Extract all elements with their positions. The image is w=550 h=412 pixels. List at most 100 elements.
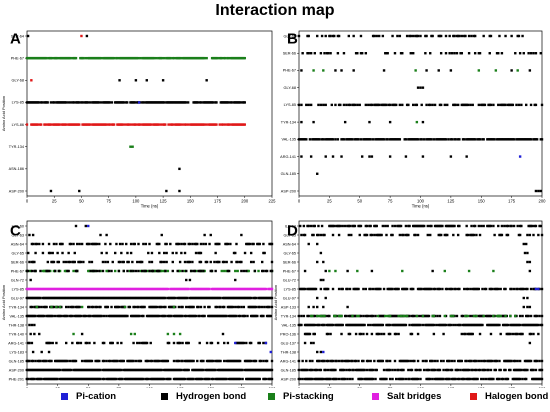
point-hydrogen-bond: [45, 296, 48, 300]
x-tick-label: 25: [327, 387, 332, 389]
point-hydrogen-bond: [197, 314, 200, 318]
point-hydrogen-bond: [498, 323, 501, 327]
point-hydrogen-bond: [98, 377, 101, 381]
point-hydrogen-bond: [385, 377, 388, 381]
point-hydrogen-bond: [305, 377, 308, 381]
point-hydrogen-bond: [188, 314, 192, 318]
y-tick-label: GLY-68: [284, 86, 296, 90]
point-hydrogen-bond: [414, 323, 417, 327]
point-hydrogen-bond: [460, 314, 464, 318]
point-hydrogen-bond: [369, 359, 372, 363]
point-hydrogen-bond: [177, 296, 181, 300]
point-hydrogen-bond: [529, 332, 533, 336]
point-hydrogen-bond: [325, 323, 329, 327]
point-salt-bridges: [224, 287, 227, 291]
point-hydrogen-bond: [488, 138, 491, 141]
point-hydrogen-bond: [348, 377, 352, 381]
point-hydrogen-bond: [347, 233, 351, 237]
point-hydrogen-bond: [49, 101, 53, 104]
point-hydrogen-bond: [308, 323, 312, 327]
point-hydrogen-bond: [208, 314, 211, 318]
point-hydrogen-bond: [466, 233, 470, 237]
point-hydrogen-bond: [320, 224, 324, 228]
point-hydrogen-bond: [387, 368, 391, 372]
point-hydrogen-bond: [126, 260, 129, 264]
point-hydrogen-bond: [301, 287, 304, 291]
point-hydrogen-bond: [215, 305, 219, 309]
point-hydrogen-bond: [95, 368, 99, 372]
point-hydrogen-bond: [408, 377, 411, 381]
point-hydrogen-bond: [420, 314, 423, 318]
point-hydrogen-bond: [514, 368, 517, 372]
point-hydrogen-bond: [529, 52, 533, 55]
point-hydrogen-bond: [528, 341, 532, 345]
point-hydrogen-bond: [29, 332, 32, 336]
point-hydrogen-bond: [236, 377, 239, 381]
point-hydrogen-bond: [404, 377, 408, 381]
point-hydrogen-bond: [522, 323, 525, 327]
point-hydrogen-bond: [331, 323, 335, 327]
point-hydrogen-bond: [343, 224, 347, 228]
point-hydrogen-bond: [144, 242, 148, 246]
point-halogen-bond: [44, 123, 47, 126]
point-hydrogen-bond: [341, 138, 344, 141]
point-hydrogen-bond: [62, 296, 65, 300]
point-hydrogen-bond: [311, 138, 314, 141]
point-salt-bridges: [219, 287, 222, 291]
point-salt-bridges: [127, 287, 130, 291]
point-hydrogen-bond: [197, 305, 200, 309]
point-pi-cation: [87, 224, 90, 228]
point-hydrogen-bond: [30, 269, 34, 273]
point-hydrogen-bond: [73, 314, 76, 318]
point-hydrogen-bond: [198, 260, 201, 264]
point-hydrogen-bond: [433, 287, 437, 291]
point-hydrogen-bond: [370, 377, 374, 381]
point-hydrogen-bond: [353, 103, 357, 107]
point-hydrogen-bond: [505, 224, 508, 228]
point-hydrogen-bond: [504, 377, 507, 381]
point-hydrogen-bond: [318, 377, 321, 381]
point-hydrogen-bond: [55, 368, 58, 372]
point-hydrogen-bond: [139, 377, 143, 381]
point-hydrogen-bond: [214, 377, 217, 381]
point-hydrogen-bond: [533, 138, 536, 141]
point-hydrogen-bond: [427, 368, 431, 372]
point-hydrogen-bond: [340, 377, 343, 381]
point-hydrogen-bond: [464, 368, 467, 372]
point-hydrogen-bond: [346, 377, 349, 381]
point-hydrogen-bond: [165, 368, 168, 372]
point-hydrogen-bond: [386, 138, 389, 141]
point-hydrogen-bond: [334, 359, 337, 363]
y-tick-label: LYS-85: [284, 103, 296, 107]
point-hydrogen-bond: [109, 314, 112, 318]
point-hydrogen-bond: [331, 138, 335, 141]
point-hydrogen-bond: [129, 377, 133, 381]
point-salt-bridges: [136, 287, 139, 291]
point-hydrogen-bond: [256, 368, 259, 372]
point-hydrogen-bond: [114, 305, 117, 309]
point-hydrogen-bond: [185, 296, 188, 300]
point-hydrogen-bond: [221, 305, 225, 309]
point-hydrogen-bond: [306, 224, 309, 228]
point-hydrogen-bond: [469, 323, 472, 327]
point-hydrogen-bond: [362, 359, 365, 363]
point-hydrogen-bond: [47, 314, 51, 318]
point-hydrogen-bond: [41, 368, 45, 372]
point-hydrogen-bond: [397, 224, 400, 228]
point-hydrogen-bond: [230, 101, 233, 104]
point-hydrogen-bond: [431, 368, 434, 372]
point-hydrogen-bond: [430, 368, 433, 372]
point-hydrogen-bond: [35, 368, 38, 372]
point-hydrogen-bond: [528, 138, 532, 141]
point-pi-stacking: [58, 305, 62, 309]
point-hydrogen-bond: [74, 314, 78, 318]
point-hydrogen-bond: [369, 224, 372, 228]
point-hydrogen-bond: [537, 377, 540, 381]
point-hydrogen-bond: [362, 323, 365, 327]
point-hydrogen-bond: [89, 377, 92, 381]
point-hydrogen-bond: [150, 251, 154, 255]
point-hydrogen-bond: [345, 359, 348, 363]
point-pi-stacking: [443, 314, 446, 318]
point-hydrogen-bond: [515, 368, 518, 372]
point-hydrogen-bond: [74, 368, 78, 372]
